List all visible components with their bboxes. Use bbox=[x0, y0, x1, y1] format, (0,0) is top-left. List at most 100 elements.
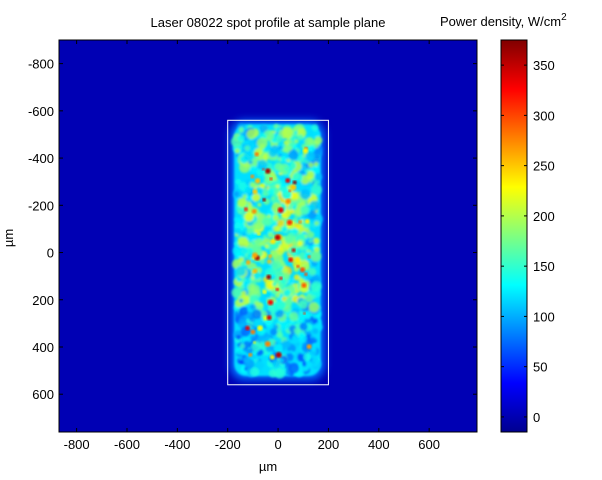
speckle-blob bbox=[243, 150, 254, 162]
speckle-blob bbox=[310, 294, 316, 300]
speckle-blob bbox=[256, 137, 268, 149]
speckle-blob bbox=[314, 173, 323, 181]
hotspot bbox=[245, 260, 251, 265]
hotspot bbox=[250, 174, 255, 179]
hotspot bbox=[254, 152, 259, 157]
speckle-blob bbox=[278, 145, 283, 151]
speckle-blob bbox=[292, 144, 298, 149]
colorbar-gradient bbox=[500, 39, 528, 433]
speckle-blob bbox=[288, 149, 299, 161]
speckle-blob bbox=[281, 340, 290, 348]
y-tick-label: 0 bbox=[47, 246, 54, 261]
colorbar-ticks: 0 50 100 150 200 250 300 350 bbox=[501, 58, 555, 425]
speckle-blob bbox=[246, 129, 257, 140]
colorbar-tick-label: 350 bbox=[533, 58, 555, 73]
speckle-blob bbox=[306, 170, 315, 179]
speckle-blob bbox=[287, 354, 293, 360]
speckle-blob bbox=[280, 155, 287, 162]
speckle-blob bbox=[311, 197, 316, 202]
speckle-blob bbox=[242, 194, 248, 199]
speckle-blob bbox=[304, 252, 312, 260]
hotspot bbox=[253, 341, 256, 344]
y-tick-label: -400 bbox=[28, 151, 54, 166]
y-tick-label: 200 bbox=[32, 293, 54, 308]
speckle-blob bbox=[313, 161, 319, 167]
speckle-blob bbox=[231, 287, 242, 298]
y-tick-label: -800 bbox=[28, 57, 54, 72]
speckle-blob bbox=[297, 240, 303, 246]
x-tick-label: -600 bbox=[114, 437, 140, 452]
speckle-blob bbox=[310, 281, 322, 292]
hotspot bbox=[288, 189, 292, 193]
speckle-blob bbox=[282, 272, 291, 280]
speckle-blob bbox=[268, 147, 278, 158]
speckle-blob bbox=[245, 247, 254, 256]
speckle-blob bbox=[311, 124, 319, 132]
speckle-blob bbox=[297, 134, 304, 140]
speckle-blob bbox=[264, 174, 274, 185]
speckle-blob bbox=[298, 278, 305, 285]
speckle-blob bbox=[249, 316, 256, 323]
speckle-blob bbox=[311, 184, 322, 196]
speckle-blob bbox=[279, 358, 284, 363]
colorbar-tick-label: 50 bbox=[533, 360, 547, 375]
speckle-blob bbox=[270, 328, 278, 336]
speckle-blob bbox=[288, 362, 300, 374]
hotspot bbox=[257, 231, 261, 236]
speckle-blob bbox=[272, 225, 280, 233]
speckle-blob bbox=[249, 165, 258, 174]
x-tick-label: -200 bbox=[215, 437, 241, 452]
speckle-blob bbox=[277, 180, 282, 185]
hotspot bbox=[243, 207, 248, 212]
speckle-blob bbox=[271, 359, 280, 368]
speckle-blob bbox=[304, 318, 310, 324]
speckle-blob bbox=[235, 347, 244, 355]
speckle-blob bbox=[305, 361, 313, 368]
speckle-blob bbox=[280, 261, 286, 267]
x-tick-label: -800 bbox=[64, 437, 90, 452]
speckle-blob bbox=[262, 234, 268, 239]
speckle-blob bbox=[240, 260, 247, 267]
speckle-blob bbox=[264, 268, 274, 278]
speckle-blob bbox=[234, 241, 239, 246]
speckle-blob bbox=[276, 219, 285, 227]
speckle-blob bbox=[235, 265, 246, 277]
hotspot bbox=[300, 267, 306, 273]
colorbar-tick-label: 300 bbox=[533, 108, 555, 123]
speckle-blob bbox=[273, 324, 279, 330]
speckle-blob bbox=[288, 311, 299, 322]
hotspot bbox=[262, 168, 265, 171]
speckle-blob bbox=[241, 232, 247, 238]
speckle-blob bbox=[239, 343, 246, 349]
colorbar-tick-label: 150 bbox=[533, 259, 555, 274]
speckle-blob bbox=[308, 267, 317, 276]
speckle-blob bbox=[298, 300, 308, 309]
speckle-blob bbox=[308, 162, 314, 168]
speckle-blob bbox=[314, 220, 320, 226]
hotspot bbox=[296, 264, 300, 268]
speckle-blob bbox=[273, 343, 284, 354]
speckle-blob bbox=[270, 194, 281, 205]
speckle-blob bbox=[254, 300, 260, 307]
speckle-blob bbox=[304, 227, 311, 234]
hotspot bbox=[279, 276, 283, 280]
hotspot bbox=[268, 254, 273, 259]
colorbar-label-text: Power density, W/cm bbox=[440, 14, 561, 29]
speckle-blob bbox=[259, 258, 266, 265]
speckle-blob bbox=[277, 280, 287, 290]
speckle-blob bbox=[256, 351, 261, 356]
speckle-blob bbox=[252, 193, 261, 202]
speckle-blob bbox=[238, 216, 245, 224]
speckle-blob bbox=[293, 327, 301, 335]
speckle-blob bbox=[310, 250, 322, 262]
speckle-blob bbox=[292, 172, 303, 183]
x-tick-label: 400 bbox=[368, 437, 390, 452]
y-tick-label: 600 bbox=[32, 387, 54, 402]
speckle-blob bbox=[284, 166, 291, 172]
speckle-blob bbox=[310, 337, 316, 343]
hotspot bbox=[250, 329, 256, 335]
hotspot bbox=[290, 184, 297, 191]
hotspot bbox=[307, 255, 311, 259]
hotspot bbox=[302, 147, 309, 154]
speckle-blob bbox=[236, 334, 241, 340]
